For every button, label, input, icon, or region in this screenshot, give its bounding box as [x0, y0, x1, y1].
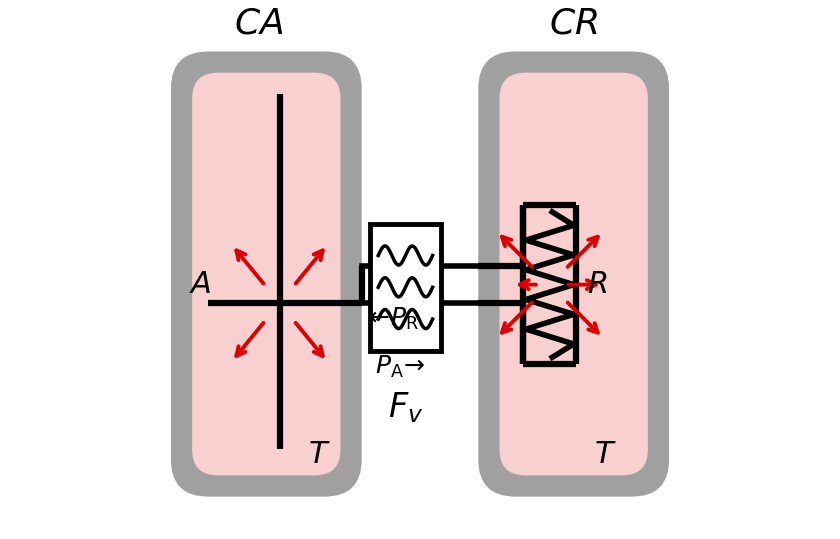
- Text: $\mathit{CA}$: $\mathit{CA}$: [234, 7, 283, 41]
- Bar: [370, 224, 441, 351]
- Text: $T$: $T$: [308, 439, 331, 470]
- FancyBboxPatch shape: [171, 52, 362, 496]
- Text: $R$: $R$: [587, 269, 607, 300]
- Text: $P_{\mathrm{A}}\!\rightarrow$: $P_{\mathrm{A}}\!\rightarrow$: [375, 354, 425, 380]
- Text: $T$: $T$: [594, 439, 617, 470]
- Text: $\mathit{CR}$: $\mathit{CR}$: [549, 7, 598, 41]
- FancyBboxPatch shape: [500, 73, 648, 475]
- FancyBboxPatch shape: [478, 52, 669, 496]
- Text: $F_{v}$: $F_{v}$: [387, 391, 423, 425]
- FancyBboxPatch shape: [192, 73, 340, 475]
- Text: $A$: $A$: [189, 269, 212, 300]
- Text: $\leftarrow\!P_{\mathrm{R}}$: $\leftarrow\!P_{\mathrm{R}}$: [365, 306, 420, 333]
